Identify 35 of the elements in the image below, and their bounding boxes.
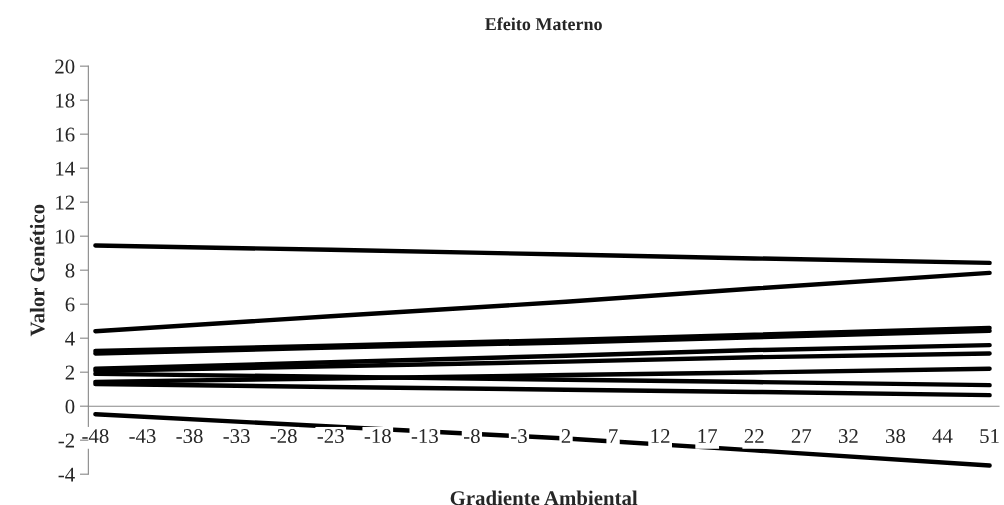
x-tick-label: -28 [270,429,297,444]
y-tick-label: 18 [56,93,75,108]
x-tick-label: -13 [411,429,438,444]
y-tick-label: 0 [65,399,75,414]
y-tick-label: 14 [56,161,75,176]
y-tick-label: 16 [56,127,75,142]
x-tick-label: 38 [886,429,906,444]
y-axis-title: Valor Genético [29,204,45,337]
x-tick-label: -3 [511,429,527,444]
y-tick-label: 8 [65,263,75,278]
y-tick-label: 4 [65,331,75,346]
x-tick-label: 12 [651,429,670,443]
x-tick-label: -48 [82,429,109,444]
x-tick-label: -23 [317,429,344,444]
y-tick-label: -2 [58,433,75,448]
y-tick-label: 10 [56,229,75,244]
x-tick-label: 44 [932,429,953,443]
x-tick-label: -18 [364,429,391,444]
x-tick-label: 51 [980,429,999,444]
y-tick-label: 20 [55,59,75,74]
x-tick-label: 17 [698,429,718,443]
x-tick-label: 32 [838,429,858,444]
y-tick-label: 2 [65,365,75,380]
x-tick-label: 27 [791,429,812,443]
x-tick-label: -8 [464,429,480,444]
x-axis-title: Gradiente Ambiental [450,490,638,505]
x-tick-label: 22 [744,429,764,443]
x-tick-label: -38 [176,429,203,444]
x-tick-label: 7 [609,429,618,443]
chart-title: Efeito Materno [485,17,602,31]
y-tick-label: -4 [58,467,75,482]
y-tick-label: 12 [56,195,75,210]
x-tick-label: -43 [129,429,156,444]
x-tick-label: -33 [223,429,250,444]
y-tick-label: 6 [65,297,75,312]
